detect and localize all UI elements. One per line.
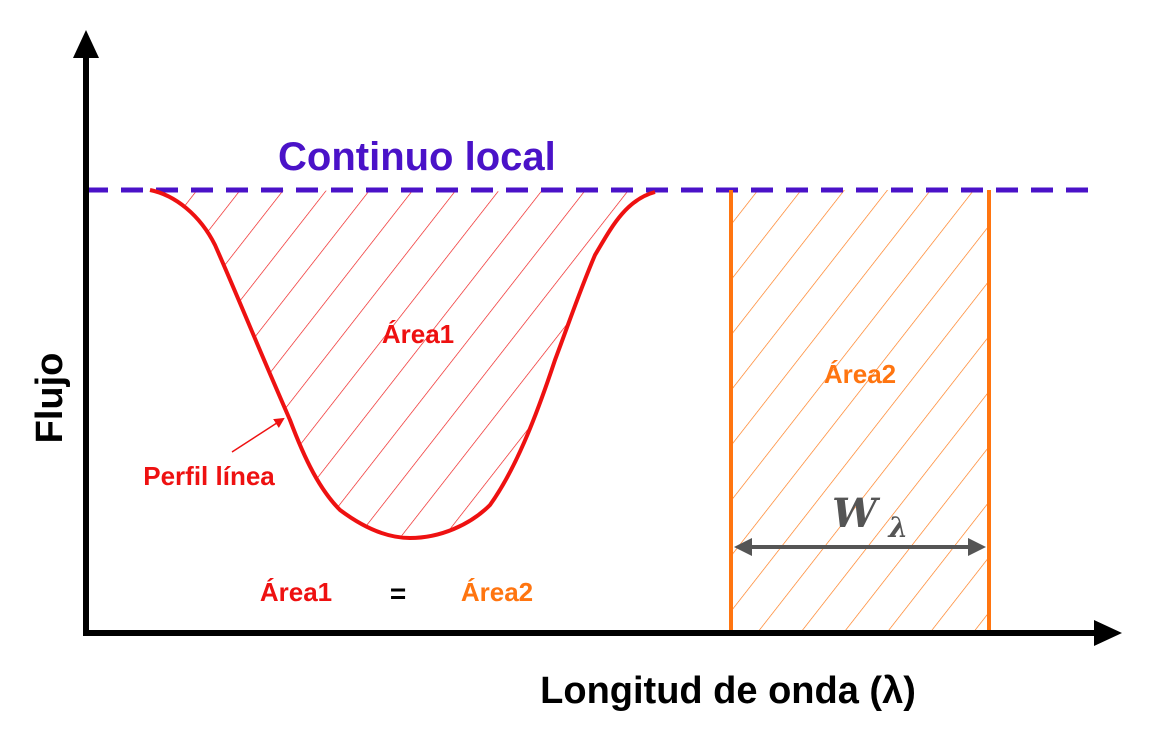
area1-hatch — [150, 190, 655, 538]
equation-operator: = — [390, 578, 406, 609]
area2-label: Área2 — [824, 359, 896, 389]
width-arrow-left-head — [734, 538, 752, 556]
width-symbol-subscript: λ — [888, 511, 909, 544]
x-axis-label: Longitud de onda (λ) — [540, 670, 916, 712]
area2-hatch — [731, 190, 989, 633]
line-profile-curve — [149, 188, 656, 541]
width-arrow-right-head — [968, 538, 986, 556]
width-symbol: W λ — [832, 490, 908, 544]
continuum-label: Continuo local — [278, 135, 556, 179]
equation-left: Área1 — [260, 577, 332, 607]
line-profile-label: Perfil línea — [143, 461, 275, 491]
width-symbol-main: W — [832, 490, 881, 537]
equation-right: Área2 — [461, 577, 533, 607]
x-axis-arrowhead — [1094, 620, 1122, 646]
y-axis-arrowhead — [73, 30, 99, 58]
profile-pointer-arrow — [231, 417, 285, 453]
area1-label: Área1 — [382, 319, 454, 349]
y-axis-label: Flujo — [29, 353, 71, 444]
